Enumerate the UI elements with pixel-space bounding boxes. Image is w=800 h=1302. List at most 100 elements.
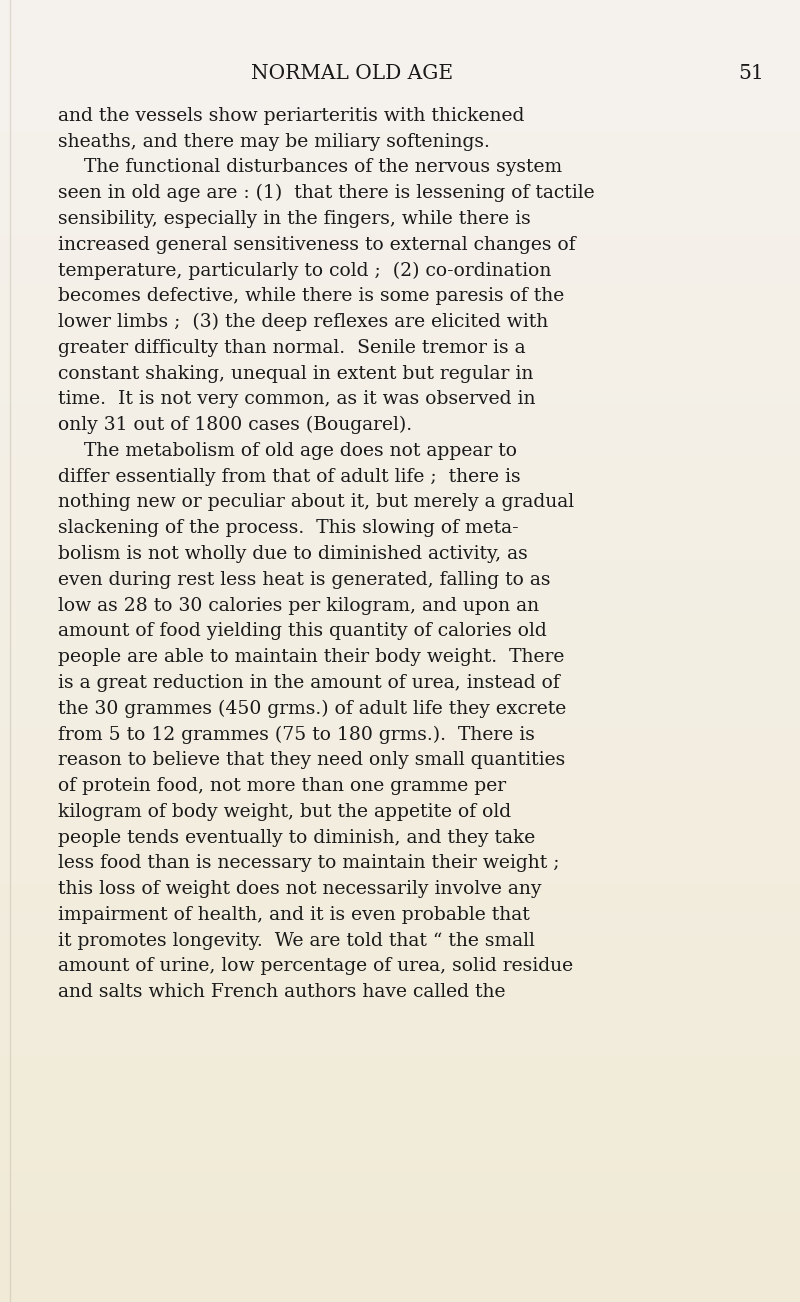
Bar	[0, 1172, 800, 1185]
Bar	[0, 443, 800, 456]
Bar	[0, 846, 800, 859]
Bar	[0, 286, 800, 299]
Bar	[0, 482, 800, 495]
Bar	[0, 599, 800, 612]
Bar	[0, 195, 800, 208]
Bar	[0, 78, 800, 91]
Bar	[0, 768, 800, 781]
Bar	[0, 247, 800, 260]
Bar	[0, 52, 800, 65]
Text: people are able to maintain their body weight.  There: people are able to maintain their body w…	[58, 648, 564, 667]
Text: and salts which French authors have called the: and salts which French authors have call…	[58, 983, 505, 1001]
Text: amount of urine, low percentage of urea, solid residue: amount of urine, low percentage of urea,…	[58, 957, 573, 975]
Bar	[0, 1016, 800, 1029]
Bar	[0, 690, 800, 703]
Text: 51: 51	[738, 64, 764, 83]
Bar	[0, 560, 800, 573]
Text: The functional disturbances of the nervous system: The functional disturbances of the nervo…	[84, 159, 562, 176]
Text: The metabolism of old age does not appear to: The metabolism of old age does not appea…	[84, 441, 517, 460]
Bar	[0, 91, 800, 104]
Text: low as 28 to 30 calories per kilogram, and upon an: low as 28 to 30 calories per kilogram, a…	[58, 596, 538, 615]
Bar	[0, 937, 800, 950]
Bar	[0, 911, 800, 924]
Text: seen in old age are : (1)  that there is lessening of tactile: seen in old age are : (1) that there is …	[58, 184, 594, 202]
Bar	[0, 260, 800, 273]
Text: of protein food, not more than one gramme per: of protein food, not more than one gramm…	[58, 777, 506, 796]
Bar	[0, 950, 800, 963]
Text: even during rest less heat is generated, falling to as: even during rest less heat is generated,…	[58, 570, 550, 589]
Bar	[0, 391, 800, 404]
Text: constant shaking, unequal in extent but regular in: constant shaking, unequal in extent but …	[58, 365, 533, 383]
Text: less food than is necessary to maintain their weight ;: less food than is necessary to maintain …	[58, 854, 559, 872]
Bar	[0, 677, 800, 690]
Text: from 5 to 12 grammes (75 to 180 grms.).  There is: from 5 to 12 grammes (75 to 180 grms.). …	[58, 725, 534, 743]
Bar	[0, 208, 800, 221]
Bar	[0, 625, 800, 638]
Bar	[0, 1146, 800, 1159]
Bar	[0, 13, 800, 26]
Bar	[0, 299, 800, 312]
Bar	[0, 794, 800, 807]
Bar	[0, 976, 800, 990]
Text: the 30 grammes (450 grms.) of adult life they excrete: the 30 grammes (450 grms.) of adult life…	[58, 699, 566, 717]
Text: increased general sensitiveness to external changes of: increased general sensitiveness to exter…	[58, 236, 575, 254]
Bar	[0, 169, 800, 182]
Bar	[0, 885, 800, 898]
Text: slackening of the process.  This slowing of meta-: slackening of the process. This slowing …	[58, 519, 518, 538]
Bar	[0, 990, 800, 1003]
Text: time.  It is not very common, as it was observed in: time. It is not very common, as it was o…	[58, 391, 535, 409]
Bar	[0, 807, 800, 820]
Text: reason to believe that they need only small quantities: reason to believe that they need only sm…	[58, 751, 565, 769]
Bar	[0, 508, 800, 521]
Bar	[0, 1120, 800, 1133]
Bar	[0, 1159, 800, 1172]
Text: sensibility, especially in the fingers, while there is: sensibility, especially in the fingers, …	[58, 210, 530, 228]
Bar	[0, 664, 800, 677]
Bar	[0, 651, 800, 664]
Bar	[0, 573, 800, 586]
Text: kilogram of body weight, but the appetite of old: kilogram of body weight, but the appetit…	[58, 803, 510, 820]
Bar	[0, 404, 800, 417]
Bar	[0, 1289, 800, 1302]
Bar	[0, 833, 800, 846]
Text: NORMAL OLD AGE: NORMAL OLD AGE	[251, 64, 453, 83]
Bar	[0, 612, 800, 625]
Bar	[0, 417, 800, 430]
Bar	[0, 378, 800, 391]
Bar	[0, 339, 800, 352]
Text: lower limbs ;  (3) the deep reflexes are elicited with: lower limbs ; (3) the deep reflexes are …	[58, 312, 548, 331]
Bar	[0, 39, 800, 52]
Bar	[0, 1198, 800, 1211]
Bar	[0, 521, 800, 534]
Bar	[0, 755, 800, 768]
Text: greater difficulty than normal.  Senile tremor is a: greater difficulty than normal. Senile t…	[58, 339, 526, 357]
Text: impairment of health, and it is even probable that: impairment of health, and it is even pro…	[58, 906, 530, 924]
Bar	[0, 26, 800, 39]
Text: becomes defective, while there is some paresis of the: becomes defective, while there is some p…	[58, 288, 564, 305]
Bar	[0, 716, 800, 729]
Text: differ essentially from that of adult life ;  there is: differ essentially from that of adult li…	[58, 467, 520, 486]
Bar	[0, 638, 800, 651]
Bar	[0, 495, 800, 508]
Bar	[0, 365, 800, 378]
Text: is a great reduction in the amount of urea, instead of: is a great reduction in the amount of ur…	[58, 674, 559, 691]
Bar	[0, 703, 800, 716]
Bar	[0, 221, 800, 234]
Bar	[0, 742, 800, 755]
Bar	[0, 0, 800, 13]
Text: and the vessels show periarteritis with thickened: and the vessels show periarteritis with …	[58, 107, 524, 125]
Text: temperature, particularly to cold ;  (2) co-ordination: temperature, particularly to cold ; (2) …	[58, 262, 551, 280]
Bar	[0, 1055, 800, 1068]
Bar	[0, 456, 800, 469]
Bar	[0, 1276, 800, 1289]
Bar	[0, 729, 800, 742]
Bar	[0, 781, 800, 794]
Bar	[0, 273, 800, 286]
Bar	[0, 1250, 800, 1263]
Bar	[0, 104, 800, 117]
Text: this loss of weight does not necessarily involve any: this loss of weight does not necessarily…	[58, 880, 541, 898]
Bar	[0, 1003, 800, 1016]
Bar	[0, 1042, 800, 1055]
Text: bolism is not wholly due to diminished activity, as: bolism is not wholly due to diminished a…	[58, 546, 527, 562]
Bar	[0, 1237, 800, 1250]
